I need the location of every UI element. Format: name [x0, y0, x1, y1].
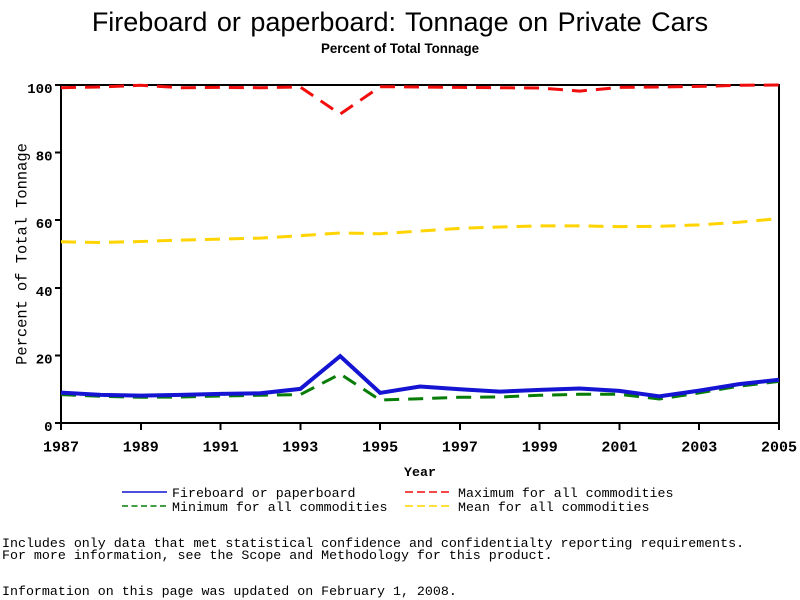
svg-text:40: 40: [36, 285, 53, 301]
svg-text:0: 0: [44, 420, 52, 436]
svg-text:Fireboard or paperboard: Tonna: Fireboard or paperboard: Tonnage on Priv…: [92, 7, 708, 37]
svg-text:Fireboard or paperboard: Fireboard or paperboard: [172, 486, 356, 501]
svg-text:1989: 1989: [123, 440, 159, 457]
svg-text:Mean for all commodities: Mean for all commodities: [458, 500, 650, 515]
svg-text:2003: 2003: [681, 440, 717, 457]
svg-text:1991: 1991: [203, 440, 239, 457]
svg-text:2005: 2005: [761, 440, 797, 457]
svg-text:1999: 1999: [522, 440, 558, 457]
svg-text:Includes only data that met st: Includes only data that met statistical …: [2, 536, 744, 551]
svg-text:For more information, see the: For more information, see the Scope and …: [2, 548, 553, 563]
svg-text:Percent of Total Tonnage: Percent of Total Tonnage: [14, 143, 32, 365]
svg-text:60: 60: [36, 217, 53, 233]
svg-text:Maximum for all commodities: Maximum for all commodities: [458, 486, 673, 501]
svg-text:20: 20: [36, 352, 53, 368]
svg-text:Year: Year: [404, 465, 436, 480]
svg-text:1995: 1995: [362, 440, 398, 457]
svg-text:Minimum for all commodities: Minimum for all commodities: [172, 500, 387, 515]
svg-text:1987: 1987: [43, 440, 79, 457]
svg-text:1997: 1997: [442, 440, 478, 457]
svg-text:100: 100: [27, 82, 52, 98]
svg-text:2001: 2001: [601, 440, 637, 457]
svg-text:Information on this page was u: Information on this page was updated on …: [2, 584, 457, 599]
svg-text:Percent of Total Tonnage: Percent of Total Tonnage: [321, 40, 479, 56]
svg-text:1993: 1993: [282, 440, 318, 457]
svg-text:80: 80: [36, 150, 53, 166]
